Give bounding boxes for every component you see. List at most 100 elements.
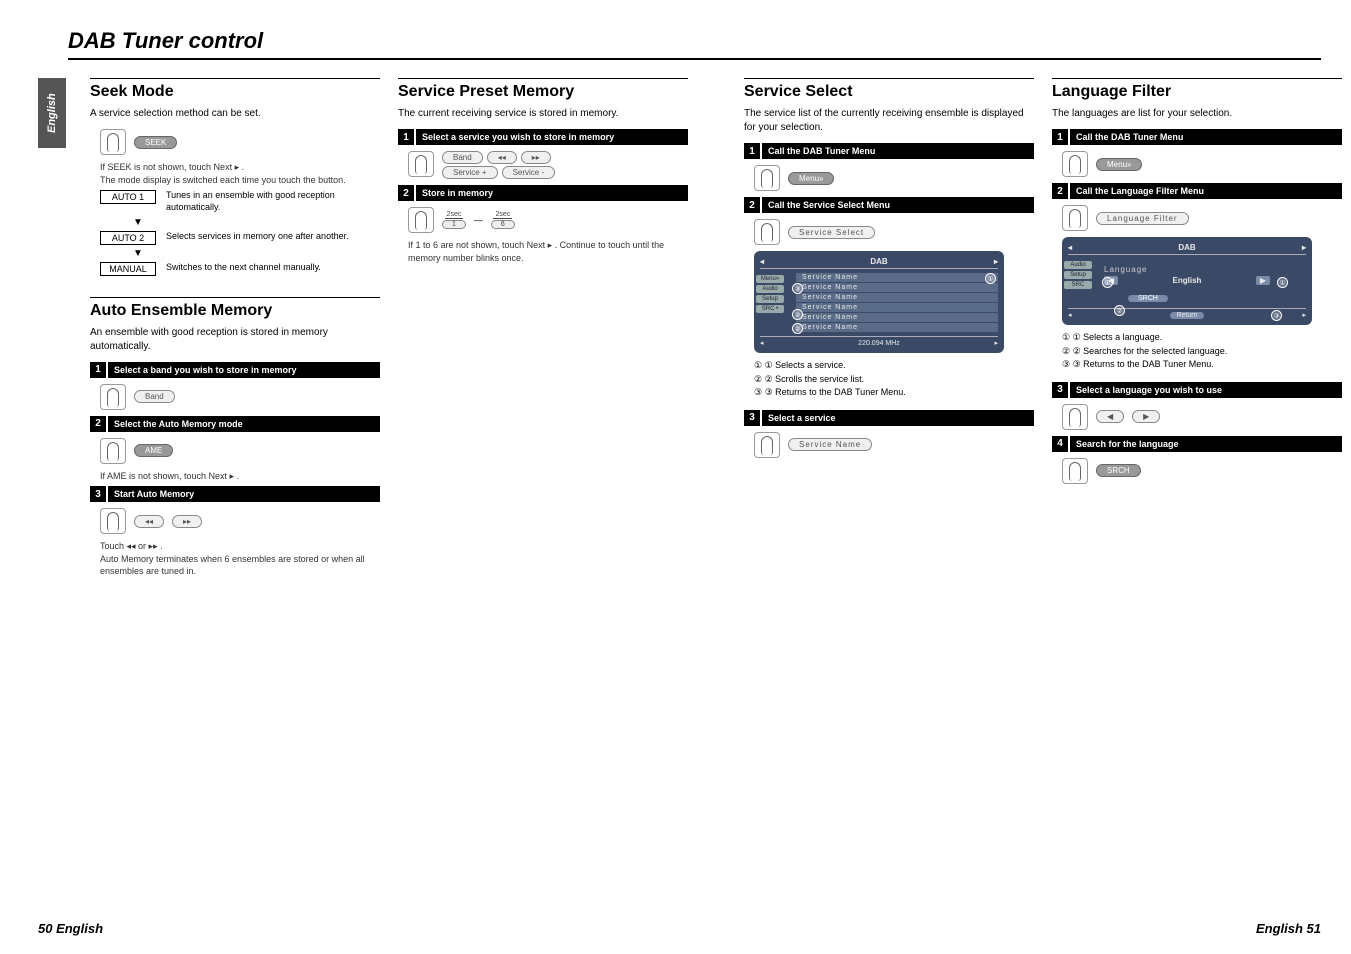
service-plus-button[interactable]: Service + [442,166,498,179]
ss-step1: 1 Call the DAB Tuner Menu [744,143,1034,159]
menu-button[interactable]: Menu» [788,172,834,185]
screen-right-arrow[interactable]: ▸ [1302,243,1306,252]
ss-note-2: ② Scrolls the service list. [754,373,1034,387]
prev-button[interactable]: ◂◂ [134,515,164,528]
screen-tab-setup[interactable]: Setup [756,295,784,303]
screen-right-arrow[interactable]: ▸ [994,257,998,266]
mode-manual: MANUAL Switches to the next channel manu… [100,262,380,276]
srch-button[interactable]: SRCH [1096,464,1141,477]
band-button[interactable]: Band [134,390,175,403]
screen-left-arrow[interactable]: ◂ [760,257,764,266]
track-back-button[interactable]: ◂◂ [487,151,517,164]
language-filter-button[interactable]: Language Filter [1096,212,1189,225]
screen-left-arrow[interactable]: ◂ [1068,243,1072,252]
service-select-heading: Service Select [744,83,1034,101]
screen-srch-button[interactable]: SRCH [1128,295,1168,302]
lang-screen-center: Language ◀ English ▶ [1104,265,1270,285]
aem-step2-label: Select the Auto Memory mode [108,416,380,432]
service-name-button[interactable]: Service Name [788,438,872,451]
return-button[interactable]: Return [1170,312,1203,319]
preset-buttons-stack: Band ◂◂ ▸▸ Service + Service - [442,151,555,179]
menu-button[interactable]: Menu» [1096,158,1142,171]
list-item[interactable]: Service Name [796,323,998,332]
column-2: Service Preset Memory The current receiv… [398,78,688,904]
ss-menu-row: Menu» [754,165,1034,191]
screen-tab-src[interactable]: SRC • [756,305,784,313]
memory-slot-6[interactable]: 2sec 6 [491,211,515,229]
aem-note3: Touch ◂◂ or ▸▸ . Auto Memory terminates … [100,540,380,578]
screen-ftr-right-arrow[interactable]: ▸ [1302,311,1306,319]
step-num-3: 3 [1052,382,1068,398]
language-heading: Language Filter [1052,83,1342,101]
touch-icon [754,165,780,191]
list-item[interactable]: Service Name [796,293,998,302]
ame-button[interactable]: AME [134,444,173,457]
screen-tab-menu[interactable]: Menu« [756,275,784,283]
step-num-1: 1 [1052,129,1068,145]
lang-step1-label: Call the DAB Tuner Menu [1070,129,1342,145]
footer-right-page: English 51 [1256,921,1321,936]
lang-right-button[interactable]: ▶ [1132,410,1160,423]
list-item[interactable]: Service Name [796,313,998,322]
touch-icon [100,508,126,534]
mode-auto1: AUTO 1 Tunes in an ensemble with good re… [100,190,380,213]
service-select-lead: The service list of the currently receiv… [744,107,1034,135]
language-lead: The languages are list for your selectio… [1052,107,1342,121]
mode-auto2-box: AUTO 2 [100,231,156,245]
service-select-block: Service Select The service list of the c… [744,78,1034,464]
list-item[interactable]: Service Name [796,283,998,292]
seek-button[interactable]: SEEK [134,136,177,149]
list-item[interactable]: Service Name [796,303,998,312]
marker-1: ① [1277,277,1288,288]
preset-store-row: 2sec 1 — 2sec 6 [408,207,688,233]
screen-tab-src[interactable]: SRC [1064,281,1092,289]
lang-select-row: ◀ ▶ [1062,404,1342,430]
step-num-2: 2 [1052,183,1068,199]
memory-slot-1[interactable]: 2sec 1 [442,211,466,229]
preset-step2: 2 Store in memory [398,185,688,201]
track-fwd-button[interactable]: ▸▸ [521,151,551,164]
lang-left-button[interactable]: ◀ [1096,410,1124,423]
lang-step1: 1 Call the DAB Tuner Menu [1052,129,1342,145]
touch-icon [1062,404,1088,430]
marker-2: ② [1114,305,1125,316]
service-minus-button[interactable]: Service - [502,166,556,179]
service-select-screen: ◂ DAB ▸ ① Menu« Audio Setup SRC • ③ ② ② … [754,251,1004,353]
screen-tab-audio[interactable]: Audio [1064,261,1092,269]
touch-icon [1062,205,1088,231]
touch-icon [408,207,434,233]
touch-icon [1062,458,1088,484]
screen-ftr-right-arrow[interactable]: ▸ [994,339,998,347]
band-button[interactable]: Band [442,151,483,164]
screen-ftr-left-arrow[interactable]: ◂ [760,339,764,347]
lang-note-1: ① Selects a language. [1062,331,1342,345]
mode-manual-desc: Switches to the next channel manually. [166,262,321,274]
screen-tab-setup[interactable]: Setup [1064,271,1092,279]
touch-icon [100,129,126,155]
lang-step2-label: Call the Language Filter Menu [1070,183,1342,199]
list-item[interactable]: Service Name [796,273,998,282]
lang-next-arrow[interactable]: ▶ [1256,276,1270,285]
mode-auto2: AUTO 2 Selects services in memory one af… [100,231,380,245]
preset-note: If 1 to 6 are not shown, touch Next ▸ . … [408,239,688,264]
preset-step2-label: Store in memory [416,185,688,201]
aem-step3-label: Start Auto Memory [108,486,380,502]
lang-filter-row: Language Filter [1062,205,1342,231]
aem-band-row: Band [100,384,380,410]
next-button[interactable]: ▸▸ [172,515,202,528]
language-screen: ◂ DAB ▸ Audio Setup SRC Language ◀ Engli… [1062,237,1312,325]
ss-step1-label: Call the DAB Tuner Menu [762,143,1034,159]
touch-icon [754,432,780,458]
service-select-button[interactable]: Service Select [788,226,875,239]
lang-step3: 3 Select a language you wish to use [1052,382,1342,398]
aem-step1: 1 Select a band you wish to store in mem… [90,362,380,378]
lang-menu-row: Menu» [1062,151,1342,177]
screen-tab-audio[interactable]: Audio [756,285,784,293]
marker-1b: ① [1102,277,1113,288]
mode-manual-box: MANUAL [100,262,156,276]
mode-auto1-box: AUTO 1 [100,190,156,204]
screen-ftr-left-arrow[interactable]: ◂ [1068,311,1072,319]
ss-note-3: ③ Returns to the DAB Tuner Menu. [754,386,1034,400]
seek-mode-heading: Seek Mode [90,83,380,101]
step-num-2: 2 [90,416,106,432]
